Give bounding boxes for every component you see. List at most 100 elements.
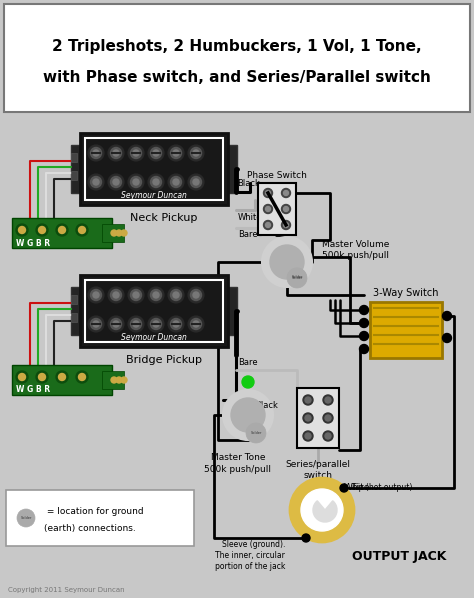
Circle shape [305,433,311,439]
Text: Bridge Pickup: Bridge Pickup [126,355,202,365]
FancyBboxPatch shape [80,133,228,205]
Circle shape [148,316,164,332]
FancyBboxPatch shape [6,490,194,546]
Circle shape [17,509,35,527]
Circle shape [264,188,273,197]
Circle shape [443,334,452,343]
Text: W G B R: W G B R [16,386,50,395]
Text: Black: Black [255,401,278,410]
Circle shape [173,321,179,327]
Circle shape [188,287,204,303]
Circle shape [88,287,104,303]
Circle shape [265,206,271,212]
Circle shape [128,145,144,161]
Circle shape [108,145,124,161]
FancyBboxPatch shape [370,302,442,358]
Circle shape [323,395,333,405]
Circle shape [171,319,182,329]
Circle shape [151,289,162,301]
Circle shape [151,148,162,158]
FancyBboxPatch shape [12,365,112,395]
Circle shape [171,289,182,301]
Circle shape [111,230,117,236]
Wedge shape [313,501,337,522]
Circle shape [36,224,48,236]
Text: Copyright 2011 Seymour Duncan: Copyright 2011 Seymour Duncan [8,587,125,593]
Circle shape [305,415,311,421]
Circle shape [193,292,199,298]
Circle shape [246,423,266,443]
Circle shape [133,150,139,156]
Circle shape [443,312,452,321]
Circle shape [148,287,164,303]
Circle shape [111,377,117,383]
Text: Solder: Solder [292,275,303,279]
Text: Neck Pickup: Neck Pickup [130,213,198,223]
Circle shape [91,319,101,329]
Circle shape [325,433,331,439]
Circle shape [303,395,313,405]
Circle shape [193,179,199,185]
FancyBboxPatch shape [71,313,77,322]
FancyBboxPatch shape [102,224,124,242]
Circle shape [188,316,204,332]
Circle shape [148,174,164,190]
Circle shape [93,292,99,298]
Circle shape [56,371,68,383]
Circle shape [79,374,85,380]
Circle shape [18,374,26,380]
Circle shape [121,377,127,383]
Circle shape [110,289,121,301]
Circle shape [133,292,139,298]
Circle shape [325,397,331,403]
Circle shape [113,321,119,327]
Circle shape [110,319,121,329]
Text: Solder: Solder [292,276,303,280]
Circle shape [168,287,184,303]
Text: (earth) connections.: (earth) connections. [44,523,136,532]
Circle shape [121,230,127,236]
FancyBboxPatch shape [102,371,124,389]
Circle shape [130,176,142,188]
Circle shape [58,374,65,380]
Circle shape [264,205,273,213]
Text: Tip (hot output): Tip (hot output) [352,484,412,493]
Circle shape [282,205,291,213]
Circle shape [282,188,291,197]
Circle shape [193,321,199,327]
Circle shape [18,227,26,233]
Circle shape [242,376,254,388]
Circle shape [287,268,307,288]
Circle shape [79,227,85,233]
FancyBboxPatch shape [71,287,80,335]
Circle shape [110,176,121,188]
Circle shape [91,176,101,188]
Circle shape [151,319,162,329]
Circle shape [290,478,354,542]
Text: Seymour Duncan: Seymour Duncan [121,191,187,200]
Text: Series/parallel
switch: Series/parallel switch [285,460,350,480]
Text: 2 Tripleshots, 2 Humbuckers, 1 Vol, 1 Tone,: 2 Tripleshots, 2 Humbuckers, 1 Vol, 1 To… [52,38,422,53]
Circle shape [359,331,368,340]
Circle shape [173,150,179,156]
Circle shape [171,176,182,188]
Circle shape [76,371,88,383]
Text: W G B R: W G B R [16,239,50,248]
Circle shape [113,179,119,185]
Circle shape [303,413,313,423]
Circle shape [91,148,101,158]
Circle shape [108,316,124,332]
Circle shape [153,292,159,298]
Text: Bare: Bare [238,230,258,239]
Text: Solder: Solder [250,431,262,435]
Text: Black: Black [237,179,260,188]
Circle shape [153,179,159,185]
FancyBboxPatch shape [71,295,77,304]
Circle shape [16,371,28,383]
Circle shape [282,221,291,230]
Text: OUTPUT JACK: OUTPUT JACK [352,550,447,563]
Circle shape [303,431,313,441]
Text: Master Tone
500k push/pull: Master Tone 500k push/pull [204,453,272,474]
Circle shape [270,245,304,279]
FancyBboxPatch shape [228,287,237,335]
